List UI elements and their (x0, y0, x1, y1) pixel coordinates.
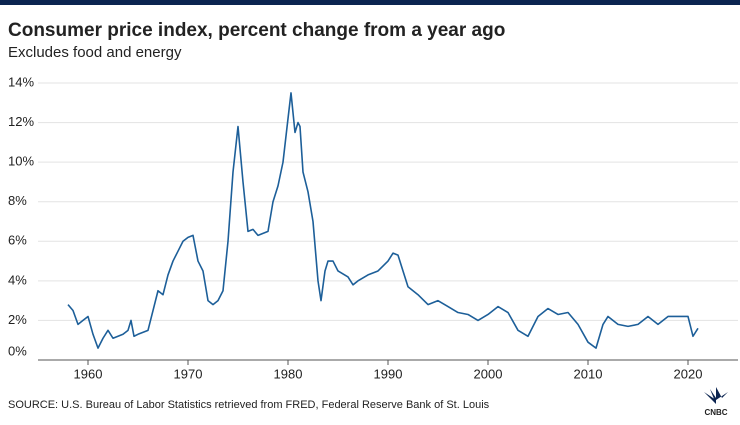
chart-title: Consumer price index, percent change fro… (8, 20, 505, 41)
source-note: SOURCE: U.S. Bureau of Labor Statistics … (8, 399, 490, 411)
y-tick-label: 12% (8, 114, 34, 129)
x-tick-label: 2020 (674, 366, 703, 381)
x-tick-label: 1960 (74, 366, 103, 381)
top-bar (0, 0, 740, 5)
logo-peacock (704, 387, 728, 404)
line (67, 92, 699, 349)
y-tick-label: 2% (8, 312, 27, 327)
y-tick-label: 0% (8, 343, 27, 358)
y-tick-label: 14% (8, 74, 34, 89)
y-tick-label: 4% (8, 272, 27, 287)
y-tick-label: 6% (8, 233, 27, 248)
y-tick-label: 10% (8, 154, 34, 169)
y-tick-label: 8% (8, 193, 27, 208)
x-tick-label: 1970 (174, 366, 203, 381)
x-tick-label: 1990 (374, 366, 403, 381)
x-tick-label: 2000 (474, 366, 503, 381)
logo-text: CNBC (704, 408, 727, 417)
x-tick-label: 1980 (274, 366, 303, 381)
x-tick-label: 2010 (574, 366, 603, 381)
chart-subtitle: Excludes food and energy (8, 44, 182, 61)
logo: CNBC (704, 387, 728, 417)
